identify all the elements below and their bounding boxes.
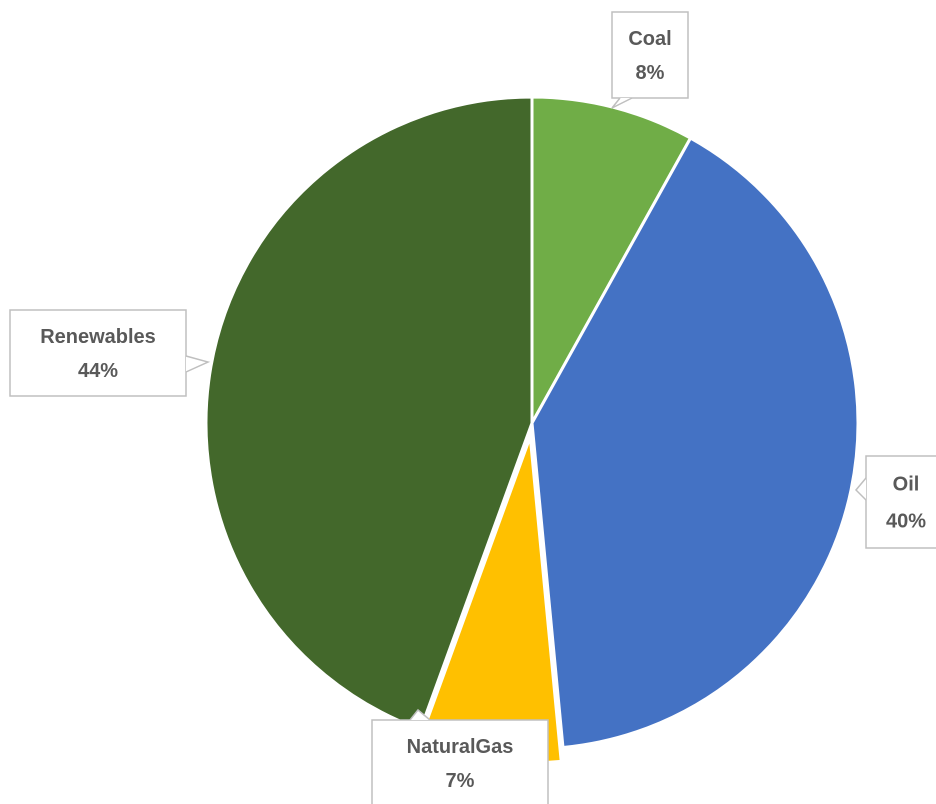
data-label-pointer bbox=[409, 708, 431, 721]
slices-layer bbox=[204, 95, 860, 765]
data-label-naturalgas: NaturalGas 7% bbox=[371, 708, 549, 804]
pie-slice-oil bbox=[530, 136, 860, 750]
data-label-percent: 8% bbox=[636, 62, 665, 84]
data-label-category: Renewables bbox=[40, 326, 156, 348]
data-label-oil: Oil 40% bbox=[854, 455, 936, 549]
data-label-coal: Coal 8% bbox=[611, 11, 689, 109]
data-label-percent: 44% bbox=[78, 360, 118, 382]
data-label-category: NaturalGas bbox=[407, 736, 514, 758]
data-label-category: Coal bbox=[628, 28, 671, 50]
data-label-category: Oil bbox=[893, 474, 920, 496]
data-label-box bbox=[9, 309, 187, 397]
data-label-renewables: Renewables 44% bbox=[9, 309, 211, 397]
data-label-percent: 7% bbox=[446, 770, 475, 792]
data-label-percent: 40% bbox=[886, 511, 926, 533]
pie-slice-renewables bbox=[204, 95, 534, 731]
data-label-pointer bbox=[854, 477, 867, 501]
data-label-box bbox=[371, 719, 549, 804]
data-label-pointer bbox=[611, 97, 633, 109]
data-label-pointer bbox=[185, 355, 211, 373]
data-label-box bbox=[865, 455, 936, 549]
data-label-box bbox=[611, 11, 689, 99]
callouts-layer: Coal 8% Oil 40% NaturalGas 7% Renewables 44% bbox=[9, 11, 936, 804]
